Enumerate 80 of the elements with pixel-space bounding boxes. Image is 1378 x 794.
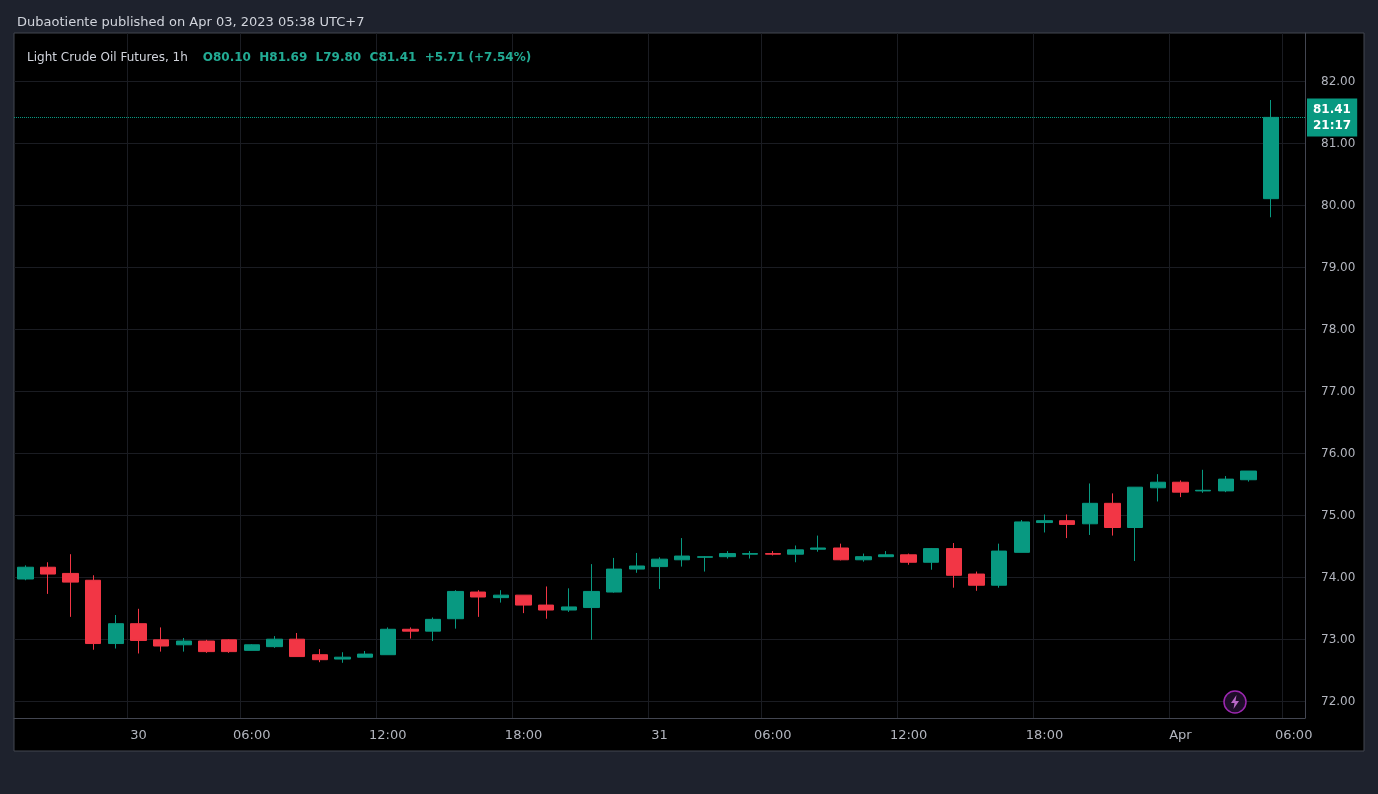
y-tick-label: 81.00 [1321, 135, 1356, 150]
candlestick [674, 537, 690, 568]
candlestick [493, 589, 509, 604]
candlestick [1036, 513, 1053, 533]
candlestick [515, 594, 532, 614]
candlestick [629, 552, 645, 574]
candlestick [130, 608, 147, 654]
candlestick [697, 555, 713, 573]
candlestick [289, 632, 305, 658]
candlestick [357, 650, 373, 658]
candlestick [1218, 475, 1234, 493]
candlestick [946, 542, 962, 589]
candlestick [425, 616, 441, 642]
candlestick [900, 553, 917, 566]
x-tick-label: 12:00 [368, 727, 407, 742]
candlestick [583, 563, 600, 641]
candlestick [1104, 492, 1121, 537]
candlestick [1150, 473, 1166, 502]
candlestick [606, 557, 622, 594]
x-tick-label: 18:00 [504, 727, 543, 742]
candlestick [153, 626, 169, 653]
x-tick-label: 06:00 [754, 727, 792, 742]
candlestick [719, 550, 736, 560]
candlestick [561, 587, 577, 613]
candlestick [1172, 479, 1189, 498]
candlestick [1059, 513, 1075, 539]
y-tick-label: 82.00 [1321, 73, 1356, 88]
y-tick-label: 74.00 [1321, 570, 1356, 585]
candlestick [85, 574, 101, 651]
y-tick-label: 75.00 [1321, 508, 1356, 523]
y-tick-label: 73.00 [1321, 632, 1356, 647]
y-tick-label: 77.00 [1321, 384, 1356, 399]
candlestick [855, 553, 872, 563]
candlestick [334, 651, 351, 664]
x-tick-label: 18:00 [1025, 727, 1064, 742]
candlestick [1195, 469, 1211, 494]
x-tick-label: 30 [130, 727, 147, 742]
candlestick [108, 614, 124, 650]
candlestick [470, 589, 486, 618]
ref-line-label: 81.41 21:17 [1313, 102, 1352, 133]
candlestick [991, 543, 1007, 589]
candlestick [810, 535, 826, 553]
y-tick-label: 72.00 [1321, 694, 1356, 709]
candlestick [17, 564, 34, 581]
x-tick-label: 06:00 [1274, 727, 1313, 742]
candlestick [221, 638, 237, 654]
candlestick [1082, 482, 1098, 536]
y-tick-label: 80.00 [1321, 197, 1356, 212]
candlestick [787, 545, 804, 563]
candlestick [765, 550, 781, 556]
y-tick-label: 78.00 [1321, 321, 1356, 336]
x-tick-label: Apr [1169, 727, 1193, 742]
x-tick-label: 12:00 [889, 727, 928, 742]
candlestick [1240, 470, 1257, 483]
candlestick [198, 639, 215, 654]
candlestick [266, 635, 283, 649]
candlestick [538, 585, 554, 620]
y-tick-label: 79.00 [1321, 259, 1356, 274]
candlestick [742, 550, 758, 560]
candlestick [651, 556, 668, 590]
candlestick [447, 589, 464, 630]
candlestick [1127, 486, 1143, 562]
candlestick [176, 637, 192, 653]
x-tick-label: 31 [651, 727, 668, 742]
chart-subtitle: Dubaotiente published on Apr 03, 2023 05:38 UTC+7 [17, 14, 365, 29]
text: O80.10 H81.69 L79.80 C81.41 +5.71 (+7.54%) [202, 50, 532, 64]
y-tick-label: 76.00 [1321, 446, 1356, 461]
candlestick [380, 626, 396, 656]
candlestick [40, 561, 56, 595]
candlestick [878, 550, 894, 558]
text: Light Crude Oil Futures, 1h [27, 50, 188, 64]
candlestick [312, 648, 328, 663]
candlestick [1014, 519, 1030, 553]
candlestick [833, 543, 849, 561]
x-tick-label: 06:00 [233, 727, 271, 742]
candlestick [923, 547, 939, 571]
candlestick [244, 643, 260, 651]
candlestick [968, 571, 985, 592]
candlestick [62, 553, 79, 618]
candlestick [402, 626, 419, 640]
